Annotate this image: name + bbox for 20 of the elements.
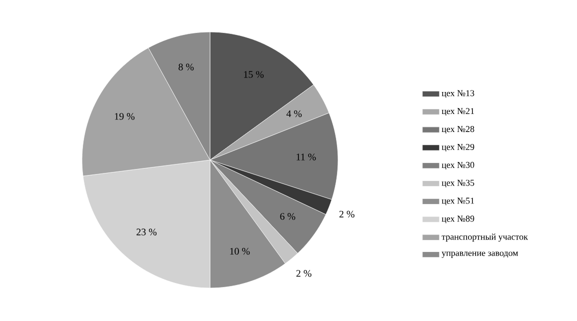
- legend-label: цех №28: [442, 126, 474, 134]
- data-label: 11 %: [296, 154, 316, 160]
- data-label: 23 %: [136, 228, 157, 236]
- data-label: 8 %: [178, 64, 194, 70]
- legend-label: цех №51: [442, 198, 474, 206]
- data-label: 15 %: [244, 71, 264, 78]
- legend-label: цех №29: [442, 144, 474, 152]
- legend-label: цех №89: [442, 216, 474, 224]
- data-label: 10 %: [230, 248, 250, 255]
- data-label: 2 %: [296, 270, 312, 277]
- legend-label: цех №21: [442, 108, 474, 116]
- legend-label: цех №13: [442, 90, 474, 98]
- data-label: 6 %: [280, 213, 296, 220]
- legend-label: транспортный участок: [442, 234, 528, 242]
- data-label: 19 %: [114, 113, 134, 120]
- data-label: 2 %: [339, 210, 354, 218]
- legend-label: цех №35: [442, 180, 474, 188]
- legend-label: управление заводом: [442, 252, 518, 258]
- data-label: 4 %: [286, 110, 302, 118]
- legend-label: цех №30: [442, 162, 474, 170]
